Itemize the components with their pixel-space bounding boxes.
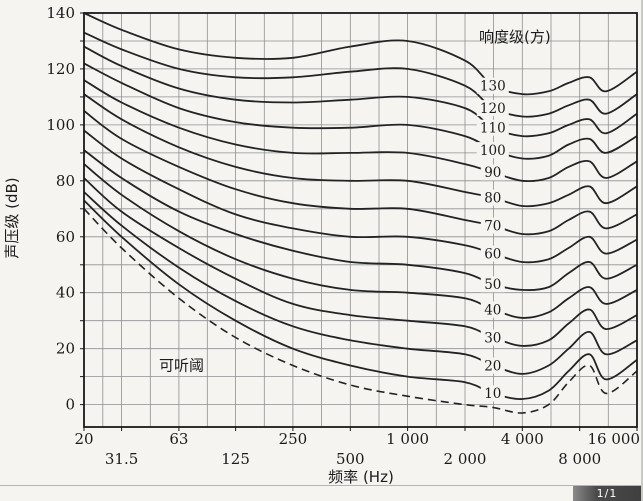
- curve-label: 60: [484, 246, 501, 262]
- curve-60: [83, 129, 638, 264]
- curve-label-mask: [476, 142, 509, 159]
- y-tick-label: 60: [56, 228, 75, 246]
- curve-labels: 130 120 110 100 90 80 70 60 50 40 30 20 10 可听阈: [159, 77, 509, 402]
- curve-80: [83, 93, 638, 208]
- y-axis-title: 声压级 (dB): [3, 177, 21, 258]
- curve-label: 100: [480, 143, 506, 159]
- curve-label-mask: [480, 276, 505, 293]
- x-tick-label: 31.5: [105, 450, 138, 468]
- curve-label-mask: [480, 189, 505, 206]
- curve-label: 110: [480, 121, 506, 137]
- curve-90: [83, 79, 638, 183]
- x-tick-label: 4 000: [501, 430, 544, 448]
- curve-40: [83, 163, 638, 319]
- curve-label: 20: [484, 358, 501, 374]
- plot-frame: [80, 12, 638, 431]
- curve-label: 10: [484, 386, 501, 402]
- curve-100: [83, 62, 638, 160]
- page-number: 1/1: [596, 487, 618, 500]
- curve-label-mask: [480, 385, 505, 402]
- curve-120: [83, 31, 638, 118]
- y-tick-label: 100: [46, 116, 75, 134]
- curve-label: 120: [480, 101, 506, 117]
- x-tick-label: 8 000: [558, 450, 601, 468]
- curve-label-mask: [480, 301, 505, 318]
- x-tick-label: 2 000: [444, 450, 487, 468]
- curve-10: [83, 199, 638, 400]
- y-tick-label: 20: [56, 340, 75, 358]
- x-tick-label: 500: [336, 450, 365, 468]
- curve-label-mask: [476, 100, 509, 117]
- curve-20: [83, 191, 638, 375]
- curve-label: 130: [480, 79, 506, 95]
- x-axis-tick-labels: 20 31.5 63 125 250 500 1 000 2 000 4 000 8 000 16 …: [74, 430, 640, 468]
- curve-label: 40: [484, 302, 501, 318]
- curves: [83, 12, 638, 414]
- y-tick-label: 80: [56, 172, 75, 190]
- x-tick-label: 16 000: [588, 430, 641, 448]
- curve-label-mask: [480, 245, 505, 262]
- legend-title: 响度级(方): [479, 28, 551, 46]
- x-tick-label: 63: [169, 430, 188, 448]
- x-tick-label: 125: [221, 450, 250, 468]
- threshold-label: 可听阈: [159, 357, 204, 375]
- curve-50: [83, 149, 638, 291]
- curve-label: 90: [484, 165, 501, 181]
- y-tick-label: 120: [46, 60, 75, 78]
- curve-label-mask: [476, 77, 509, 94]
- x-axis-title: 频率 (Hz): [328, 468, 394, 486]
- curve-70: [83, 110, 638, 236]
- equal-loudness-contour-chart: 130 120 110 100 90 80 70 60 50 40 30 20 10 可听阈 0 20 40 60…: [3, 4, 640, 486]
- y-tick-label: 40: [56, 284, 75, 302]
- curve-label: 70: [484, 218, 501, 234]
- curve-label: 50: [484, 277, 501, 293]
- y-tick-label: 0: [65, 396, 75, 414]
- curve-label-mask: [480, 357, 505, 374]
- x-tick-label: 1 000: [386, 430, 429, 448]
- curve-label: 80: [484, 190, 501, 206]
- viewer-bottom-bar: 1/1: [0, 485, 641, 501]
- y-tick-label: 140: [46, 4, 75, 22]
- x-tick-label: 20: [74, 430, 93, 448]
- curve-130: [83, 12, 638, 96]
- y-axis-tick-labels: 0 20 40 60 80 100 120 140: [46, 4, 75, 414]
- curve-hearing-threshold: [83, 208, 638, 414]
- curve-110: [83, 45, 638, 138]
- curve-label-mask: [476, 119, 509, 136]
- curve-label-mask: [480, 217, 505, 234]
- curve-30: [83, 177, 638, 347]
- curve-label-mask: [480, 329, 505, 346]
- page-indicator: 1/1: [573, 486, 641, 501]
- curve-label: 30: [484, 330, 501, 346]
- curve-label-mask: [480, 164, 505, 181]
- x-tick-label: 250: [279, 430, 308, 448]
